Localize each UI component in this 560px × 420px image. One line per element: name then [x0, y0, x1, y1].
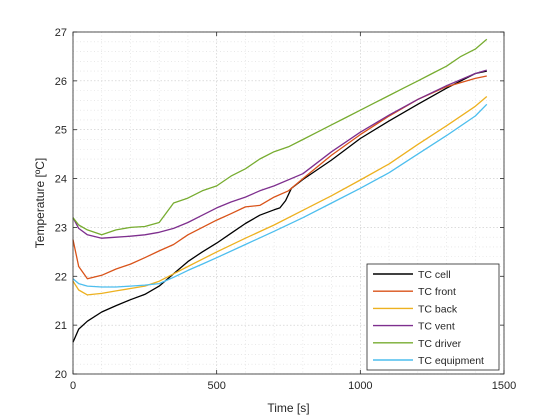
x-axis: 0 500 1000 1500	[70, 32, 516, 392]
y-tick-label: 25	[55, 125, 67, 137]
series-line-tc-equipment	[72, 103, 488, 288]
x-axis-label: Time [s]	[267, 401, 309, 415]
y-axis-label: Temperature [ºC]	[33, 158, 47, 248]
legend: TC cell TC front TC back TC vent TC driver TC…	[366, 263, 500, 371]
legend-entry-label: TC back	[418, 303, 458, 315]
legend-entry-label: TC driver	[418, 338, 462, 350]
x-tick-label: 1500	[492, 380, 516, 392]
series-line-tc-vent	[72, 69, 487, 239]
y-tick-label: 23	[55, 222, 67, 234]
x-tick-label: 1000	[348, 380, 372, 392]
y-tick-label: 24	[55, 174, 67, 186]
series-line-tc-front	[72, 75, 487, 280]
y-tick-label: 21	[55, 320, 67, 332]
series-lines	[72, 38, 488, 343]
plot-area-frame	[72, 31, 505, 375]
legend-entry-label: TC vent	[418, 321, 455, 333]
series-line-tc-back	[72, 96, 488, 296]
y-tick-label: 22	[55, 271, 67, 283]
series-line-tc-driver	[72, 38, 488, 236]
legend-entry-label: TC front	[418, 286, 456, 298]
legend-entry-label: TC equipment	[418, 355, 484, 367]
x-tick-label: 500	[207, 380, 225, 392]
y-tick-label: 27	[55, 27, 67, 39]
y-tick-label: 26	[55, 76, 67, 88]
y-tick-label: 20	[55, 369, 67, 381]
x-tick-label: 0	[70, 380, 76, 392]
y-axis: 20 21 22 23 24 25 26 27	[55, 27, 504, 381]
legend-entry-label: TC cell	[418, 269, 451, 281]
legend-box	[366, 263, 500, 371]
series-line-tc-cell	[72, 70, 487, 343]
